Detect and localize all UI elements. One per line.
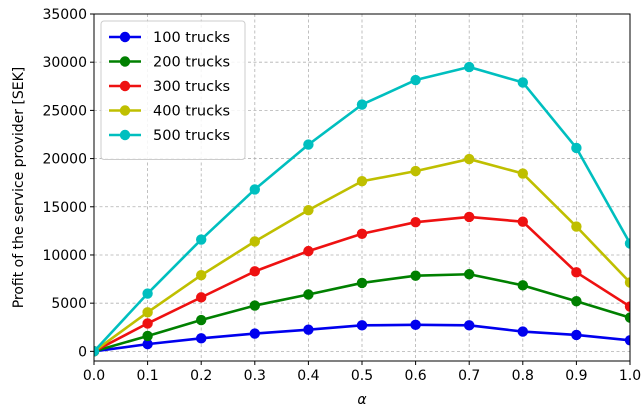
data-point <box>624 238 630 249</box>
series-400-trucks <box>94 153 630 357</box>
y-axis-label: Profit of the service provider [SEK] <box>11 67 27 309</box>
data-point <box>196 270 207 281</box>
legend-label: 200 trucks <box>153 55 230 71</box>
data-point <box>356 277 368 289</box>
data-point <box>196 234 207 245</box>
data-point <box>410 74 421 86</box>
legend: 100 trucks 200 trucks 300 trucks 400 trucks… <box>100 20 246 160</box>
y-tick-label: 25000 <box>42 103 87 119</box>
x-tick-label: 0.7 <box>458 368 480 384</box>
legend-label: 500 trucks <box>153 128 230 144</box>
legend-marker <box>119 105 131 116</box>
data-point <box>303 324 314 335</box>
x-axis-label: α <box>357 392 367 408</box>
data-point <box>196 314 207 326</box>
data-point <box>196 333 207 344</box>
series-group <box>94 61 630 357</box>
y-tick-label: 5000 <box>51 296 87 312</box>
data-point <box>249 266 260 277</box>
series-500-trucks <box>94 61 630 357</box>
series-200-trucks <box>94 269 630 357</box>
legend-marker <box>119 80 131 92</box>
data-point <box>624 335 630 346</box>
data-point <box>571 221 582 232</box>
legend-marker <box>119 31 131 43</box>
data-point <box>249 236 260 247</box>
data-point <box>464 269 475 280</box>
y-tick-label: 0 <box>78 344 87 360</box>
x-tick-label: 0.1 <box>136 368 158 384</box>
legend-marker <box>119 56 131 67</box>
data-point <box>571 267 582 278</box>
y-tick-label: 15000 <box>42 200 87 216</box>
x-tick-label: 0.4 <box>297 368 319 384</box>
data-point <box>94 346 100 357</box>
data-point <box>410 270 421 281</box>
data-point <box>624 312 630 323</box>
data-point <box>517 326 528 337</box>
legend-marker <box>119 129 131 141</box>
x-tick-label: 0.0 <box>83 368 105 384</box>
data-point <box>410 319 421 331</box>
data-point <box>303 289 314 300</box>
y-tick-label: 10000 <box>42 248 87 264</box>
x-tick-label: 1.0 <box>619 368 641 384</box>
data-point <box>517 168 528 179</box>
y-tick-label: 20000 <box>42 152 87 168</box>
data-point <box>356 228 368 239</box>
data-point <box>249 328 260 339</box>
data-point <box>571 142 582 154</box>
series-300-trucks <box>94 211 630 357</box>
x-tick-label: 0.5 <box>351 368 373 384</box>
data-point <box>249 300 260 311</box>
data-point <box>356 176 368 187</box>
y-tick-label: 30000 <box>42 55 87 71</box>
data-point <box>196 292 207 303</box>
data-point <box>142 288 153 299</box>
legend-item: 500 trucks <box>109 128 230 144</box>
data-point <box>249 184 260 195</box>
data-point <box>571 329 582 341</box>
data-point <box>517 77 528 88</box>
data-point <box>142 338 153 350</box>
x-tick-label: 0.6 <box>404 368 426 384</box>
data-point <box>303 204 314 216</box>
legend-item: 200 trucks <box>109 55 230 71</box>
x-tick-label: 0.9 <box>565 368 587 384</box>
data-point <box>624 301 630 312</box>
data-point <box>464 320 475 331</box>
data-point <box>142 330 153 342</box>
data-point <box>624 277 630 288</box>
data-point <box>464 211 475 223</box>
data-point <box>464 153 475 165</box>
x-tick-label: 0.8 <box>512 368 534 384</box>
data-point <box>517 216 528 227</box>
data-point <box>464 61 475 73</box>
legend-box <box>100 20 246 160</box>
data-point <box>142 318 153 329</box>
data-point <box>303 139 314 150</box>
data-point <box>142 307 153 318</box>
data-point <box>303 245 314 257</box>
data-point <box>517 280 528 291</box>
x-tick-label: 0.2 <box>190 368 212 384</box>
legend-item: 100 trucks <box>109 30 230 46</box>
legend-item: 300 trucks <box>109 79 230 95</box>
legend-label: 300 trucks <box>153 79 230 95</box>
legend-label: 100 trucks <box>153 30 230 46</box>
y-tick-label: 35000 <box>42 7 87 23</box>
data-point <box>410 165 421 177</box>
data-point <box>356 320 368 331</box>
data-point <box>356 99 368 110</box>
legend-label: 400 trucks <box>153 104 230 120</box>
legend-item: 400 trucks <box>109 104 230 120</box>
x-tick-label: 0.3 <box>244 368 266 384</box>
data-point <box>571 296 582 307</box>
data-point <box>410 217 421 228</box>
axis-ticks: 0.0 0.1 0.2 0.3 0.4 0.5 0.6 0.7 0.8 0.9 1.0 0 5000 10… <box>42 7 641 384</box>
